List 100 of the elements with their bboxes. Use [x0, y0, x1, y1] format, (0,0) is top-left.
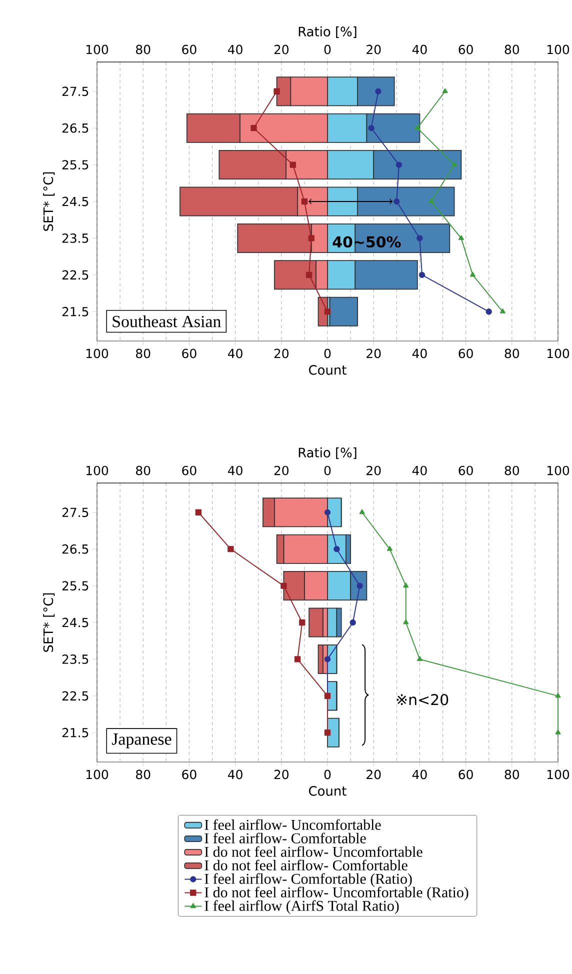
y-tick-label: 27.5 [62, 508, 88, 518]
legend-label: I feel airflow (AirfS Total Ratio) [204, 900, 399, 914]
y-tick-label: 21.5 [62, 306, 88, 316]
point [359, 509, 365, 514]
point [368, 124, 374, 132]
point [324, 509, 331, 516]
x2-tick-label: 80 [136, 466, 150, 476]
x2-tick-label: 20 [366, 466, 381, 476]
legend-label: I do not feel airflow- Uncomfortable (Ratio) [204, 886, 468, 900]
x2-tick-label: 60 [458, 466, 473, 476]
x-tick-label: 20 [366, 770, 381, 780]
point [500, 308, 506, 314]
x2-tick-label: 40 [228, 44, 242, 54]
x2-axis-title: Ratio [%] [298, 447, 356, 459]
y-tick-label: 27.5 [62, 86, 88, 96]
point [350, 619, 356, 626]
y-tick-label: 26.5 [62, 544, 88, 554]
x2-tick-label: 20 [274, 466, 288, 476]
x2-axis-title: Ratio [%] [298, 26, 356, 38]
x2-tick-label: 60 [458, 44, 473, 54]
point [324, 308, 331, 315]
x2-tick-label: 40 [228, 466, 242, 476]
x2-tick-label: 60 [182, 466, 196, 476]
point [301, 198, 308, 205]
y-tick-label: 22.5 [62, 270, 88, 280]
y-tick-label: 23.5 [62, 654, 88, 664]
annotation: ※n<20 [396, 694, 448, 706]
x-tick-label: 0 [324, 770, 331, 780]
x-tick-label: 60 [458, 348, 473, 358]
x-axis-title: Count [309, 365, 346, 375]
point [396, 162, 402, 168]
x-tick-label: 20 [274, 770, 288, 780]
x2-tick-label: 20 [274, 44, 288, 54]
x-tick-label: 40 [228, 770, 242, 780]
x-tick-label: 60 [458, 770, 473, 780]
point [250, 124, 257, 132]
point [356, 582, 363, 589]
x-tick-label: 100 [86, 770, 108, 780]
x-tick-label: 80 [136, 770, 150, 780]
x-tick-label: 40 [228, 348, 242, 358]
x2-tick-label: 80 [504, 466, 519, 476]
point [458, 235, 464, 240]
point [470, 272, 476, 277]
point [299, 619, 306, 626]
point [274, 88, 280, 94]
x-tick-label: 100 [86, 348, 108, 358]
x-tick-label: 0 [324, 348, 331, 358]
text: Southeast Asian [112, 315, 221, 328]
point [452, 162, 458, 167]
point [416, 656, 422, 662]
x2-tick-label: 100 [547, 466, 570, 476]
point [403, 619, 409, 624]
x-tick-label: 20 [274, 348, 288, 358]
x-tick-label: 80 [504, 770, 519, 780]
x2-tick-label: 40 [412, 466, 427, 476]
x2-tick-label: 100 [86, 466, 108, 476]
point [324, 656, 331, 662]
point [308, 235, 314, 242]
point [555, 730, 561, 734]
legend-label: I do not feel airflow- Uncomfortable [204, 846, 422, 857]
point [394, 198, 400, 205]
point [428, 198, 434, 204]
point [418, 272, 426, 278]
x-tick-label: 60 [182, 348, 196, 358]
point [280, 582, 287, 589]
y-axis-title: SET* [°C] [43, 172, 55, 231]
legend-label: I do not feel airflow- Comfortable [204, 860, 408, 870]
y-tick-label: 24.5 [62, 618, 88, 628]
point [442, 88, 448, 94]
x-tick-label: 80 [504, 348, 519, 358]
x-tick-label: 80 [136, 348, 150, 358]
x2-tick-label: 0 [324, 466, 331, 476]
point [375, 88, 382, 94]
point [294, 656, 301, 662]
x2-tick-label: 0 [324, 44, 331, 54]
x-tick-label: 20 [366, 348, 381, 358]
x2-tick-label: 40 [412, 44, 427, 54]
x2-tick-label: 20 [366, 44, 381, 54]
x2-tick-label: 80 [504, 44, 519, 54]
point [414, 124, 420, 130]
y-tick-label: 25.5 [62, 160, 88, 170]
x2-tick-label: 80 [136, 44, 150, 54]
x2-tick-label: 100 [547, 44, 570, 54]
legend-label: I feel airflow- Comfortable (Ratio) [204, 873, 412, 887]
point [290, 162, 296, 168]
point [403, 582, 409, 588]
text: Japanese [112, 734, 172, 748]
point [195, 509, 202, 516]
point [334, 546, 340, 552]
x-axis-title: Count [309, 786, 346, 796]
point [228, 546, 234, 552]
y-tick-label: 21.5 [62, 728, 88, 738]
y-tick-label: 25.5 [62, 581, 88, 590]
y-tick-label: 24.5 [62, 196, 88, 206]
y-axis-title: SET* [°C] [43, 593, 55, 652]
x2-tick-label: 60 [182, 44, 196, 54]
point [486, 308, 492, 315]
y-tick-label: 23.5 [62, 233, 88, 243]
legend-label: I feel airflow- Uncomfortable [204, 819, 381, 830]
legend-label: I feel airflow- Comfortable [204, 832, 366, 844]
